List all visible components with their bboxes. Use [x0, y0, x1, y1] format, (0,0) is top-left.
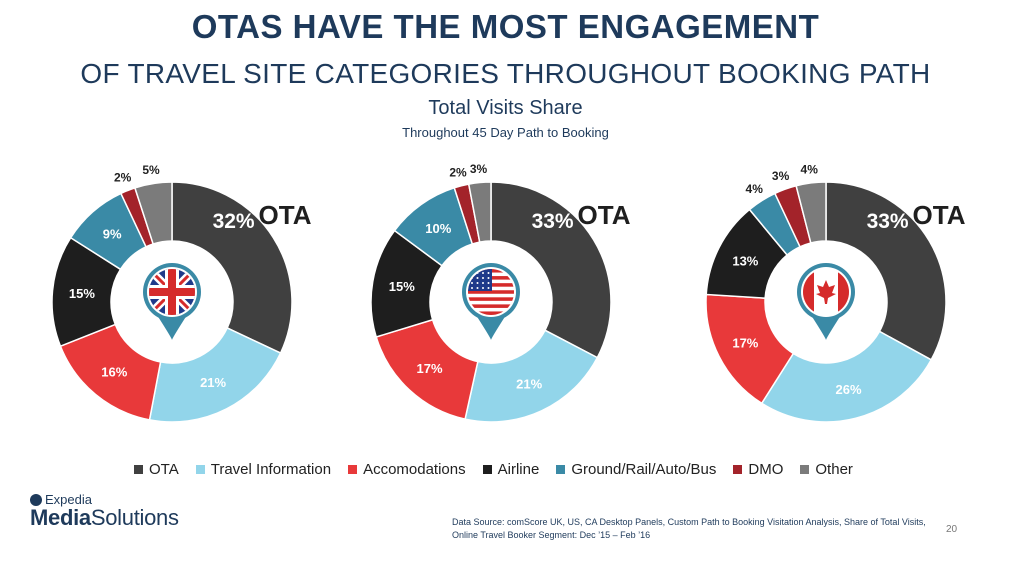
- expedia-media-solutions-logo: Expedia MediaSolutions: [30, 492, 179, 531]
- legend-swatch: [556, 465, 566, 474]
- logo-light-text: Solutions: [90, 505, 179, 530]
- slice-ota: [490, 181, 612, 359]
- ota-callout: OTA: [259, 200, 312, 230]
- slice-other: [467, 181, 492, 243]
- legend-swatch: [348, 465, 358, 474]
- legend-swatch: [482, 465, 492, 474]
- legend-label: Other: [815, 461, 853, 478]
- ota-callout: OTA: [578, 200, 631, 230]
- donut-chart-us: 33% 21% 17% 15% 10% 2% 3% OTA: [370, 162, 631, 423]
- data-label: 5%: [142, 163, 160, 177]
- globe-icon: [30, 493, 42, 506]
- legend-label: OTA: [149, 461, 179, 478]
- slice-travel-information: [464, 329, 599, 423]
- chart-legend: OTA Travel Information Accomodations Air…: [134, 461, 870, 478]
- canada-flag-icon: [797, 263, 855, 340]
- legend-label: Travel Information: [210, 461, 332, 478]
- data-label: 2%: [449, 165, 467, 179]
- chart-subtitle: Total Visits Share: [428, 97, 583, 119]
- logo-bold-text: Media: [30, 505, 91, 530]
- data-label: 33%: [867, 210, 909, 233]
- slice-ota: [825, 181, 947, 361]
- data-label: 2%: [114, 171, 132, 185]
- data-label: 17%: [732, 336, 758, 351]
- data-label: 16%: [101, 364, 127, 379]
- legend-label: Accomodations: [363, 461, 466, 478]
- legend-item-other: Other: [800, 461, 853, 478]
- data-label: 3%: [772, 169, 790, 183]
- data-label: 15%: [389, 279, 415, 294]
- data-label: 10%: [425, 221, 451, 236]
- legend-swatch: [134, 465, 143, 474]
- data-label: 17%: [417, 361, 443, 376]
- slice-ota: [171, 181, 293, 355]
- data-label: 4%: [746, 182, 764, 196]
- data-label: 9%: [103, 227, 122, 242]
- logo-top-text: Expedia: [45, 492, 92, 507]
- slice-travel-information: [148, 326, 282, 423]
- slice-other: [795, 181, 827, 244]
- ota-callout: OTA: [913, 200, 966, 230]
- source-line-1: Data Source: comScore UK, US, CA Desktop…: [452, 517, 926, 527]
- data-label: 13%: [732, 253, 758, 268]
- source-line-2: Online Travel Booker Segment: Dec ’15 – …: [452, 530, 651, 540]
- legend-swatch: [733, 465, 743, 474]
- data-label: 26%: [835, 382, 861, 397]
- uk-flag-icon: [143, 263, 201, 340]
- legend-item-travel-information: Travel Information: [195, 461, 332, 478]
- data-label: 21%: [200, 375, 226, 390]
- data-label: 33%: [532, 210, 574, 233]
- page-title-line2: OF TRAVEL SITE CATEGORIES THROUGHOUT BOO…: [80, 58, 931, 89]
- legend-item-ground: Ground/Rail/Auto/Bus: [556, 461, 716, 478]
- page-title: OTAS HAVE THE MOST ENGAGEMENT: [191, 8, 820, 45]
- donut-chart-canada: 33% 26% 17% 13% 4% 3% 4% OTA: [705, 162, 966, 423]
- legend-item-accomodations: Accomodations: [348, 461, 466, 478]
- slice-travel-information: [760, 330, 933, 423]
- donut-chart-uk: 32% 21% 16% 15% 9% 2% 5% OTA: [51, 163, 312, 423]
- legend-label: DMO: [748, 461, 784, 478]
- page-number: 20: [946, 524, 958, 535]
- slice-other: [133, 181, 173, 245]
- data-label: 4%: [801, 162, 819, 176]
- chart-subsubtitle: Throughout 45 Day Path to Booking: [402, 125, 609, 140]
- legend-item-dmo: DMO: [733, 461, 783, 478]
- data-label: 15%: [69, 286, 95, 301]
- legend-swatch: [800, 465, 810, 474]
- data-label: 32%: [213, 210, 255, 233]
- data-label: 21%: [516, 377, 542, 392]
- data-label: 3%: [470, 162, 488, 176]
- legend-item-airline: Airline: [482, 461, 540, 478]
- legend-label: Airline: [497, 461, 540, 478]
- legend-item-ota: OTA: [134, 461, 179, 478]
- logo-bottom-text: MediaSolutions: [30, 505, 179, 531]
- donut-charts: 32%21%16%15%9%2%5%OTA 33%21%17%15%10%2% 3%…: [51, 162, 966, 423]
- legend-label: Ground/Rail/Auto/Bus: [571, 461, 717, 478]
- us-flag-icon: [462, 263, 520, 340]
- legend-swatch: [195, 465, 205, 474]
- data-source-note: Data Source: comScore UK, US, CA Desktop…: [452, 516, 932, 542]
